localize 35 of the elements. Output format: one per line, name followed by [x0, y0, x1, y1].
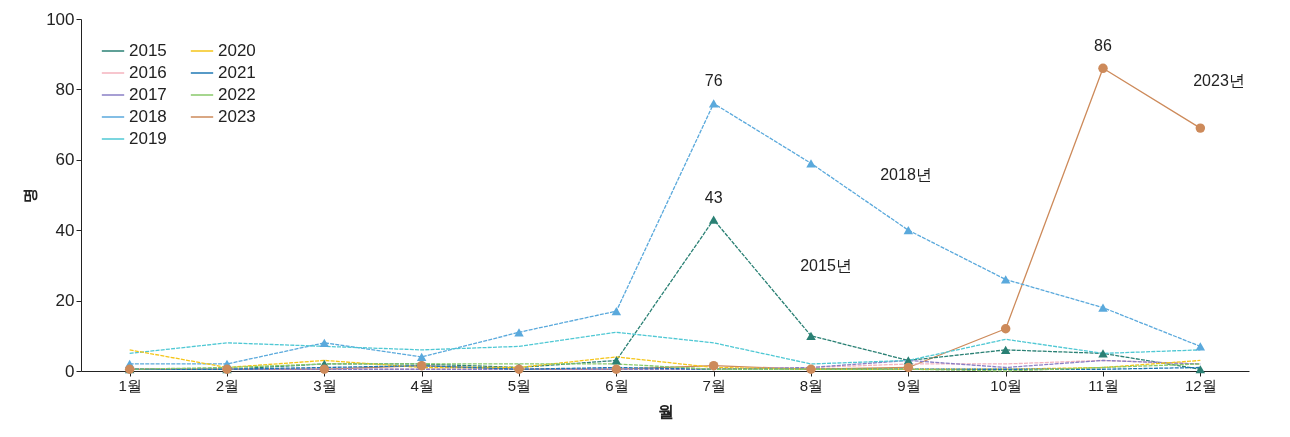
annotation: 86	[1094, 37, 1112, 55]
y-tick-label: 40	[55, 220, 75, 240]
x-tick-label: 8월	[799, 376, 824, 394]
x-tick-label: 7월	[702, 376, 726, 394]
legend-label: 2018	[129, 107, 167, 126]
x-axis-title: 월	[657, 402, 674, 420]
legend-label: 2019	[129, 129, 167, 148]
x-tick-label: 3월	[313, 376, 337, 394]
x-tick-label: 10월	[990, 376, 1023, 394]
x-tick-label: 4월	[410, 376, 434, 394]
legend-label: 2021	[218, 63, 256, 82]
legend-label: 2015	[129, 41, 167, 60]
legend-label: 2016	[129, 63, 167, 82]
y-tick-label: 80	[55, 79, 75, 99]
x-tick-label: 9월	[897, 376, 921, 394]
y-tick-label: 0	[65, 361, 75, 381]
x-tick-label: 1월	[118, 376, 142, 394]
legend-label: 2023	[218, 107, 256, 126]
x-tick-label: 6월	[605, 376, 629, 394]
annotation: 43	[704, 188, 723, 206]
annotation: 76	[704, 72, 723, 90]
annotation: 2015년	[800, 257, 852, 274]
x-tick-label: 11월	[1088, 376, 1119, 394]
legend-label: 2020	[218, 41, 256, 60]
annotation: 2018년	[880, 166, 932, 183]
x-tick-label: 2월	[215, 376, 240, 394]
y-tick-label: 20	[55, 291, 75, 311]
y-tick-label: 60	[55, 150, 75, 170]
y-axis-title: 명	[21, 188, 39, 203]
annotation: 2023년	[1193, 72, 1245, 89]
y-tick-label: 100	[46, 9, 75, 29]
legend-label: 2022	[218, 85, 256, 104]
x-tick-label: 12월	[1184, 376, 1217, 394]
x-tick-label: 5월	[507, 376, 532, 394]
legend-label: 2017	[129, 85, 167, 104]
